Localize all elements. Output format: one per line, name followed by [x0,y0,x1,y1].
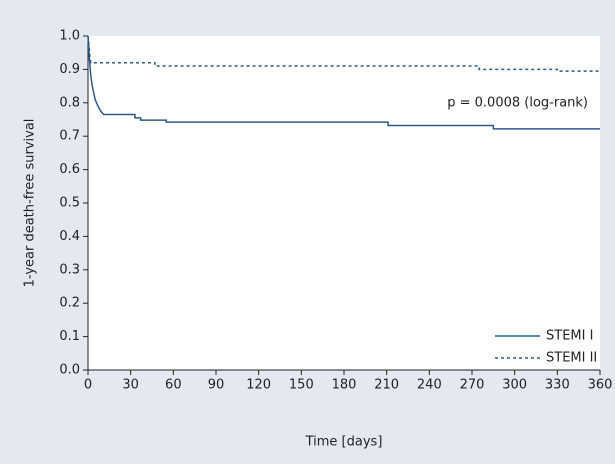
x-axis-label: Time [days] [305,435,383,450]
x-tick-label: 180 [332,378,357,393]
y-axis-label: 1-year death-free survival [23,119,38,288]
x-tick-label: 60 [165,378,182,393]
x-tick-label: 240 [417,378,442,393]
y-tick-label: 0.0 [59,363,80,378]
x-tick-label: 150 [289,378,314,393]
x-tick-label: 30 [122,378,139,393]
x-tick-label: 120 [246,378,271,393]
legend-label: STEMI II [546,351,597,366]
legend-label: STEMI I [546,329,593,344]
survival-line [87,35,600,130]
y-tick-label: 1.0 [59,29,80,44]
survival-line [87,35,600,72]
y-tick-label: 0.9 [59,62,80,77]
x-tick-label: 270 [460,378,485,393]
y-tick-label: 0.1 [59,329,80,344]
y-tick-label: 0.4 [59,229,80,244]
y-tick-label: 0.6 [59,162,80,177]
plot-area [88,36,600,370]
y-tick-label: 0.2 [59,296,80,311]
y-tick-label: 0.7 [59,129,80,144]
x-tick-label: 0 [84,378,92,393]
annotation: p = 0.0008 (log-rank) [447,96,588,111]
x-tick-label: 300 [502,378,527,393]
y-tick-label: 0.5 [59,196,80,211]
y-tick-label: 0.8 [59,95,80,110]
x-tick-label: 90 [208,378,225,393]
x-tick-label: 360 [588,378,613,393]
x-tick-label: 210 [374,378,399,393]
y-tick-label: 0.3 [59,262,80,277]
x-tick-label: 330 [545,378,570,393]
